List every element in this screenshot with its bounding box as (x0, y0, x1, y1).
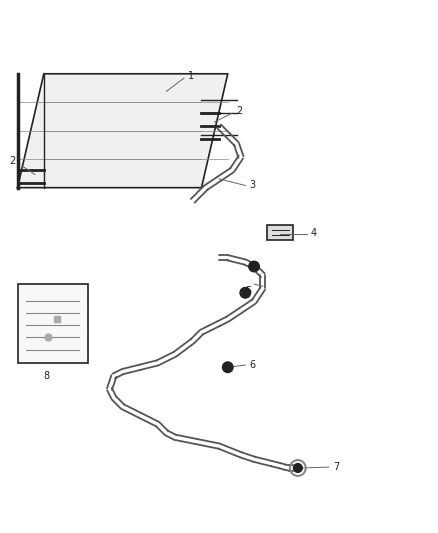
Text: 3: 3 (250, 181, 256, 190)
Bar (18, 284, 88, 363)
Text: 7: 7 (333, 462, 339, 472)
Text: 2: 2 (9, 156, 15, 166)
Circle shape (249, 261, 259, 272)
Text: 8: 8 (44, 371, 50, 381)
Polygon shape (18, 74, 228, 188)
Circle shape (293, 464, 302, 472)
Text: 5: 5 (245, 286, 251, 296)
Circle shape (240, 287, 251, 298)
Text: 4: 4 (311, 228, 317, 238)
Bar (267, 225, 293, 240)
Circle shape (223, 362, 233, 373)
Text: 2: 2 (237, 106, 243, 116)
Text: 1: 1 (188, 71, 194, 81)
Text: 6: 6 (250, 360, 256, 370)
